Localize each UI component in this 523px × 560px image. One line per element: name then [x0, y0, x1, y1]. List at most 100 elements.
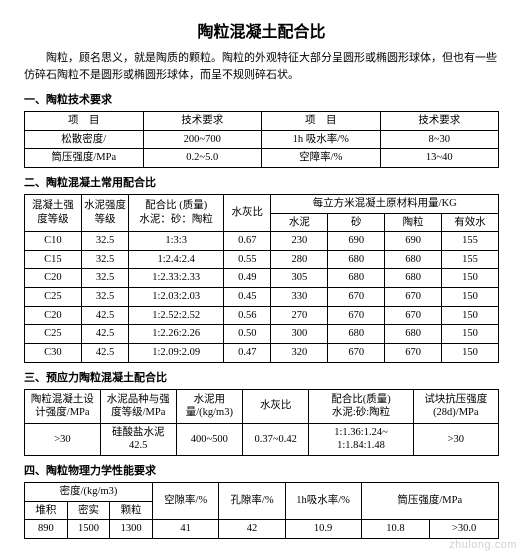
table-mix-ratio: 混凝土强度等级 水泥强度等级 配合比 (质量) 水泥：砂：陶粒 水灰比 每立方米…	[24, 194, 499, 363]
section-2-heading: 二、陶粒混凝土常用配合比	[24, 174, 499, 190]
table-cell: 680	[385, 269, 442, 288]
table-cell: 1:2.26:2.26	[129, 325, 224, 344]
t2-head-wc: 水灰比	[224, 194, 271, 231]
t3-cell: 400~500	[176, 423, 242, 455]
t4-head-pore: 孔隙率/%	[219, 482, 285, 519]
table-cell: 32.5	[81, 250, 128, 269]
t1-cell: 13~40	[380, 149, 499, 168]
t2-head-m2: 砂	[328, 213, 385, 232]
t2-head-m1: 水泥	[271, 213, 328, 232]
t4-head-strength: 筒压强度/MPa	[361, 482, 498, 519]
table-cell: 670	[385, 344, 442, 363]
t2-head-m3: 陶粒	[385, 213, 442, 232]
table-cell: 680	[385, 250, 442, 269]
t2-head-grade: 混凝土强度等级	[25, 194, 82, 231]
table-cell: 1:2.09:2.09	[129, 344, 224, 363]
table-cell: 155	[442, 250, 499, 269]
t3-h3: 水泥用量/(kg/m3)	[176, 389, 242, 423]
table-cell: 680	[385, 325, 442, 344]
t4-head-d3: 颗粒	[110, 501, 153, 520]
t4-head-d1: 堆积	[25, 501, 68, 520]
table-cell: 0.56	[224, 306, 271, 325]
table-cell: 330	[271, 288, 328, 307]
t4-cell: 42	[219, 520, 285, 539]
t4-cell: 890	[25, 520, 68, 539]
table-cell: 670	[328, 344, 385, 363]
table-cell: 670	[328, 288, 385, 307]
table-cell: 230	[271, 232, 328, 251]
table-cell: C15	[25, 250, 82, 269]
page-title: 陶粒混凝土配合比	[24, 18, 499, 42]
table-cell: C20	[25, 306, 82, 325]
table-cell: 670	[385, 288, 442, 307]
table-tech-requirements: 项 目 技术要求 项 目 技术要求 松散密度/ 200~700 1h 吸水率/%…	[24, 111, 499, 168]
section-3-heading: 三、预应力陶粒混凝土配合比	[24, 369, 499, 385]
t1-cell: 1h 吸水率/%	[262, 130, 381, 149]
t1-cell: 200~700	[143, 130, 262, 149]
t3-cell: 1:1.36:1.24~ 1:1.84:1.48	[309, 423, 413, 455]
table-cell: 1:3:3	[129, 232, 224, 251]
table-cell: 0.45	[224, 288, 271, 307]
table-cell: C25	[25, 325, 82, 344]
table-cell: 690	[385, 232, 442, 251]
table-cell: 690	[328, 232, 385, 251]
table-cell: 300	[271, 325, 328, 344]
table-cell: 0.67	[224, 232, 271, 251]
table-cell: 42.5	[81, 344, 128, 363]
t4-cell: 41	[152, 520, 218, 539]
table-cell: 42.5	[81, 325, 128, 344]
t1-cell: 空障率/%	[262, 149, 381, 168]
t4-head-void: 空隙率/%	[152, 482, 218, 519]
t1-cell: 筒压强度/MPa	[25, 149, 144, 168]
table-cell: 1:2.52:2.52	[129, 306, 224, 325]
intro-paragraph: 陶粒，顾名思义，就是陶质的颗粒。陶粒的外观特征大部分呈圆形或椭圆形球体，但也有一…	[24, 50, 499, 83]
t1-head-item: 项 目	[25, 112, 144, 131]
table-cell: 42.5	[81, 306, 128, 325]
table-cell: C10	[25, 232, 82, 251]
table-cell: 670	[328, 306, 385, 325]
t4-head-d2: 密实	[67, 501, 110, 520]
table-cell: C25	[25, 288, 82, 307]
table-physical-props: 密度/(kg/m3) 空隙率/% 孔隙率/% 1h吸水率/% 筒压强度/MPa …	[24, 482, 499, 539]
t4-cell: 1300	[110, 520, 153, 539]
table-cell: 32.5	[81, 269, 128, 288]
t3-cell: 0.37~0.42	[243, 423, 309, 455]
t1-head-req: 技术要求	[143, 112, 262, 131]
t1-cell: 0.2~5.0	[143, 149, 262, 168]
t2-head-cement: 水泥强度等级	[81, 194, 128, 231]
t3-cell: 硅酸盐水泥 42.5	[100, 423, 176, 455]
table-cell: 1:2.4:2.4	[129, 250, 224, 269]
t3-cell: >30	[25, 423, 101, 455]
section-4-heading: 四、陶粒物理力学性能要求	[24, 462, 499, 478]
table-cell: 150	[442, 325, 499, 344]
table-cell: 32.5	[81, 232, 128, 251]
table-cell: 150	[442, 344, 499, 363]
table-cell: 270	[271, 306, 328, 325]
table-cell: 0.49	[224, 269, 271, 288]
table-cell: 150	[442, 269, 499, 288]
table-cell: 305	[271, 269, 328, 288]
t1-head-req2: 技术要求	[380, 112, 499, 131]
t4-head-density: 密度/(kg/m3)	[25, 482, 153, 501]
table-cell: 680	[328, 269, 385, 288]
t4-cell: 10.9	[285, 520, 361, 539]
t4-cell: >30.0	[430, 520, 499, 539]
t3-h1: 陶粒混凝土设计强度/MPa	[25, 389, 101, 423]
table-cell: 670	[385, 306, 442, 325]
table-cell: 0.50	[224, 325, 271, 344]
table-cell: 280	[271, 250, 328, 269]
t2-head-materials: 每立方米混凝土原材料用量/KG	[271, 194, 499, 213]
table-cell: 150	[442, 306, 499, 325]
table-cell: C20	[25, 269, 82, 288]
table-cell: 150	[442, 288, 499, 307]
t1-head-item2: 项 目	[262, 112, 381, 131]
table-cell: 0.55	[224, 250, 271, 269]
t3-h5: 配合比(质量) 水泥:砂:陶粒	[309, 389, 413, 423]
table-cell: 320	[271, 344, 328, 363]
t3-h2: 水泥品种与强度等级/MPa	[100, 389, 176, 423]
table-cell: 155	[442, 232, 499, 251]
t3-cell: >30	[413, 423, 498, 455]
table-cell: 680	[328, 325, 385, 344]
table-cell: C30	[25, 344, 82, 363]
table-prestressed: 陶粒混凝土设计强度/MPa 水泥品种与强度等级/MPa 水泥用量/(kg/m3)…	[24, 389, 499, 456]
